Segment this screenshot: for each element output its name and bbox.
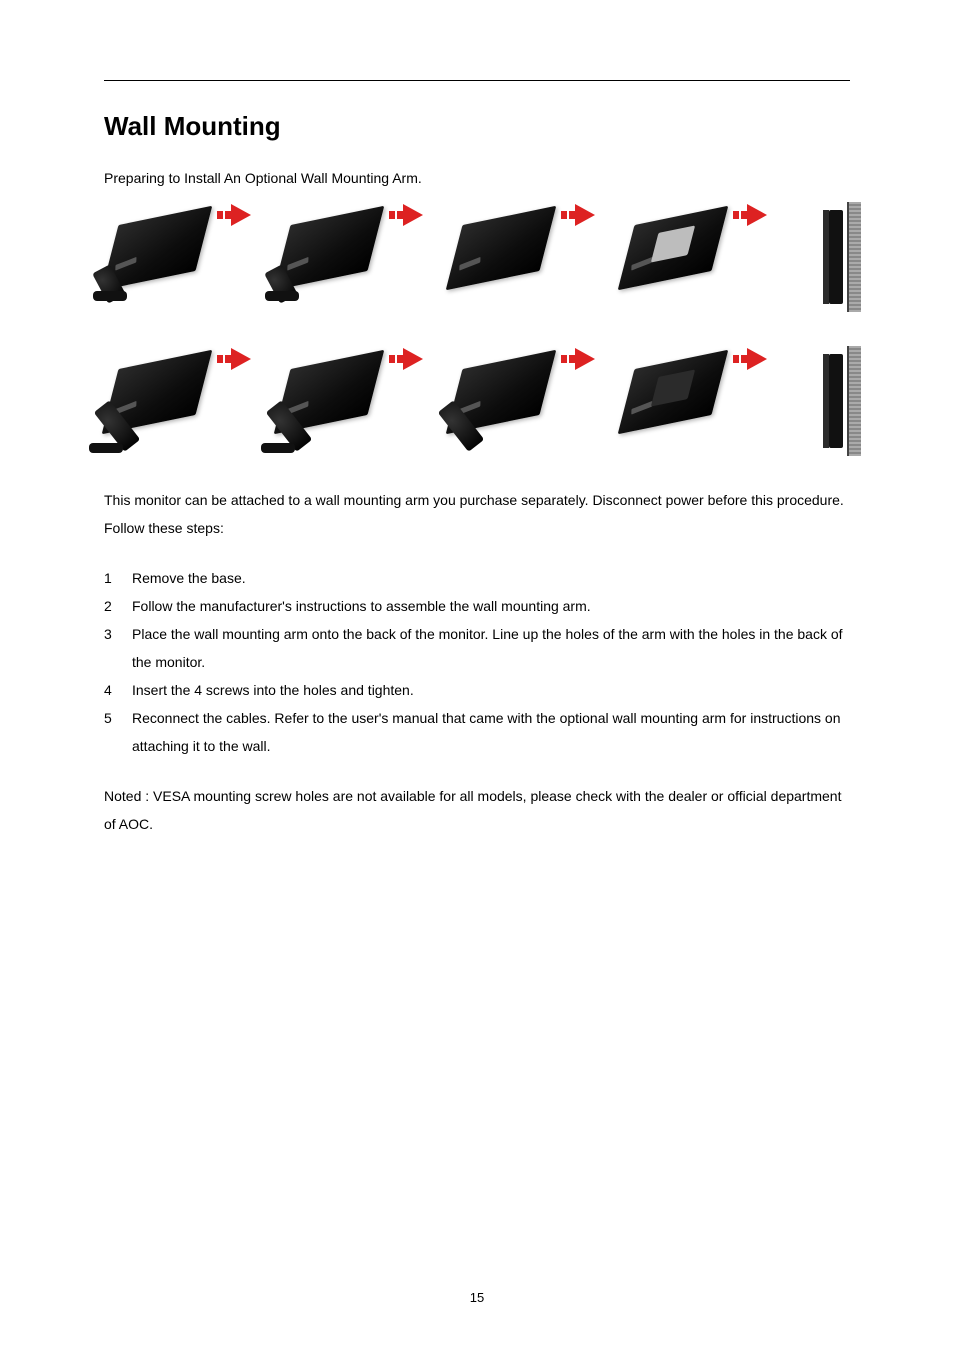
diagram-row-2 [93, 346, 861, 456]
arrow-icon [217, 204, 259, 226]
note-text: Noted : VESA mounting screw holes are no… [104, 782, 850, 838]
step-text: Follow the manufacturer's instructions t… [132, 592, 850, 620]
list-item: 5 Reconnect the cables. Refer to the use… [104, 704, 850, 760]
monitor-step-4 [609, 211, 727, 303]
step-number: 5 [104, 704, 132, 760]
list-item: 3 Place the wall mounting arm onto the b… [104, 620, 850, 676]
arrow-icon [733, 204, 775, 226]
wall-mounted-side-view-2 [791, 346, 861, 456]
list-item: 2 Follow the manufacturer's instructions… [104, 592, 850, 620]
arrow-icon [561, 348, 603, 370]
step-text: Reconnect the cables. Refer to the user'… [132, 704, 850, 760]
step-text: Insert the 4 screws into the holes and t… [132, 676, 850, 704]
page-number: 15 [0, 1290, 954, 1305]
monitor-step-b2 [265, 355, 383, 447]
monitor-step-1 [93, 211, 211, 303]
monitor-step-b3 [437, 355, 555, 447]
step-text: Place the wall mounting arm onto the bac… [132, 620, 850, 676]
step-number: 4 [104, 676, 132, 704]
top-rule [104, 80, 850, 81]
arrow-icon [561, 204, 603, 226]
step-text: Remove the base. [132, 564, 850, 592]
step-number: 1 [104, 564, 132, 592]
page: Wall Mounting Preparing to Install An Op… [0, 0, 954, 1351]
body-paragraph: This monitor can be attached to a wall m… [104, 486, 850, 542]
arrow-icon [217, 348, 259, 370]
monitor-step-2 [265, 211, 383, 303]
list-item: 4 Insert the 4 screws into the holes and… [104, 676, 850, 704]
step-number: 3 [104, 620, 132, 676]
steps-list: 1 Remove the base. 2 Follow the manufact… [104, 564, 850, 760]
list-item: 1 Remove the base. [104, 564, 850, 592]
arrow-icon [389, 348, 431, 370]
page-title: Wall Mounting [104, 111, 850, 142]
arrow-icon [733, 348, 775, 370]
mounting-diagram [104, 202, 850, 456]
step-number: 2 [104, 592, 132, 620]
monitor-step-b4 [609, 355, 727, 447]
wall-mounted-side-view [791, 202, 861, 312]
arrow-icon [389, 204, 431, 226]
intro-text: Preparing to Install An Optional Wall Mo… [104, 170, 850, 186]
monitor-step-3 [437, 211, 555, 303]
diagram-row-1 [93, 202, 861, 312]
monitor-step-b1 [93, 355, 211, 447]
